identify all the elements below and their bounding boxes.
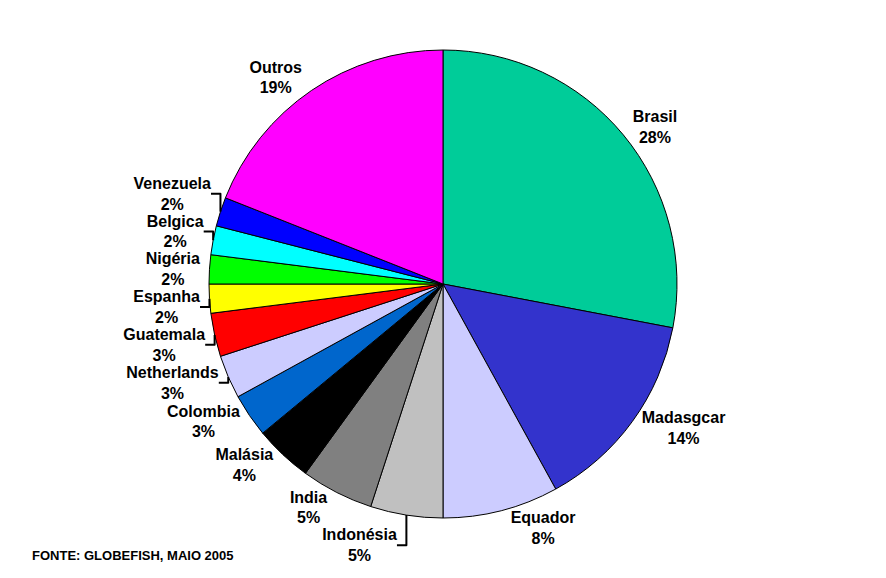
svg-text:Netherlands3%: Netherlands3% bbox=[126, 364, 219, 402]
svg-text:Colombia3%: Colombia3% bbox=[167, 403, 240, 441]
svg-text:Brasil28%: Brasil28% bbox=[633, 108, 677, 146]
svg-text:FONTE: GLOBEFISH, MAIO 2005: FONTE: GLOBEFISH, MAIO 2005 bbox=[32, 548, 234, 563]
svg-text:Madasgcar14%: Madasgcar14% bbox=[642, 409, 726, 447]
svg-text:India5%: India5% bbox=[290, 489, 327, 527]
svg-text:Guatemala3%: Guatemala3% bbox=[123, 326, 205, 364]
svg-text:Nigéria2%: Nigéria2% bbox=[146, 250, 200, 288]
svg-text:Outros19%: Outros19% bbox=[249, 59, 302, 97]
svg-text:Espanha2%: Espanha2% bbox=[133, 288, 200, 326]
svg-text:Belgica2%: Belgica2% bbox=[147, 213, 204, 251]
svg-text:Indonésia5%: Indonésia5% bbox=[322, 526, 397, 564]
svg-text:Malásia4%: Malásia4% bbox=[215, 446, 273, 484]
svg-text:Venezuela2%: Venezuela2% bbox=[134, 175, 211, 213]
svg-text:Equador8%: Equador8% bbox=[511, 509, 576, 547]
